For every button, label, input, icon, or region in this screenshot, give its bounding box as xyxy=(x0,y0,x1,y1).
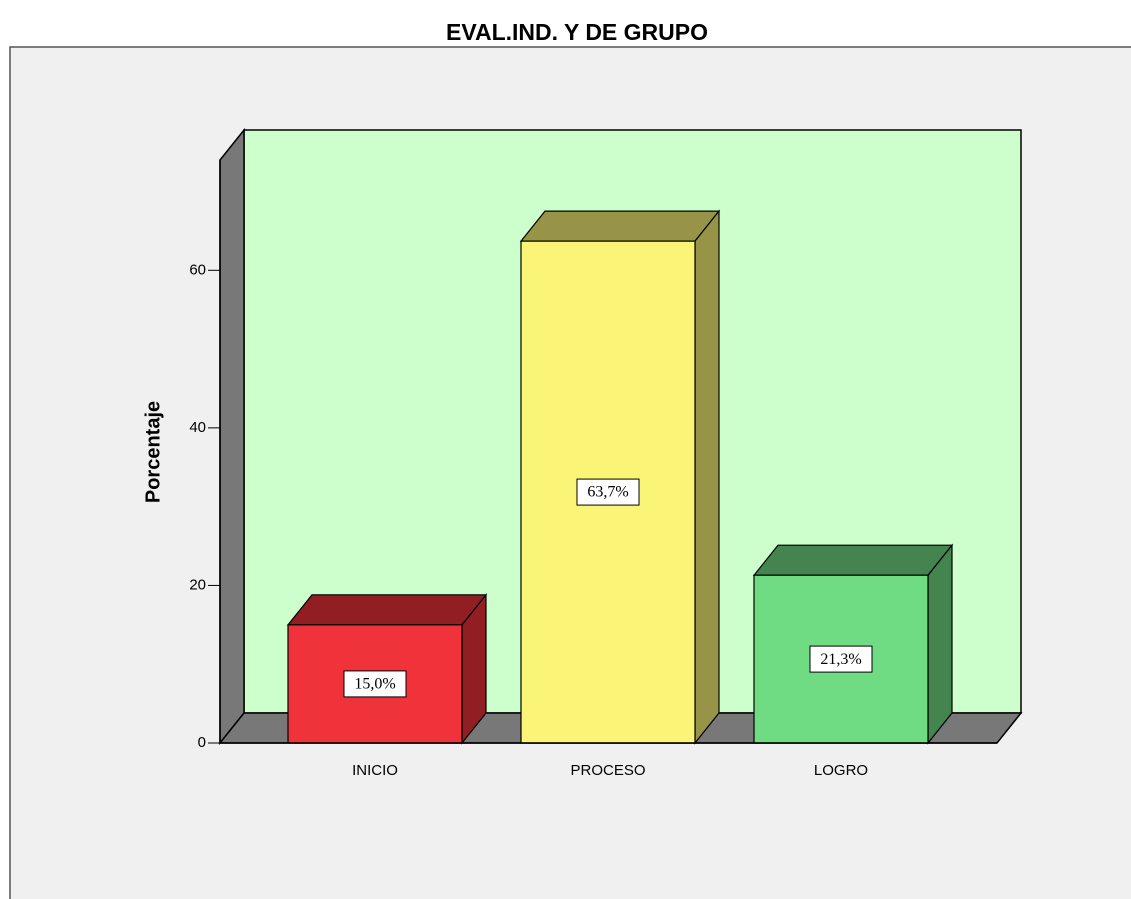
value-label-box xyxy=(343,670,407,698)
y-axis-label: Porcentaje xyxy=(142,401,164,503)
side-wall xyxy=(219,127,245,746)
value-label-box xyxy=(576,478,640,506)
value-label: 21,3% xyxy=(820,651,861,668)
x-tick-label: PROCESO xyxy=(570,762,645,779)
value-label: 63,7% xyxy=(587,484,628,501)
value-label: 15,0% xyxy=(354,676,395,693)
x-tick-label: LOGRO xyxy=(814,762,868,779)
bar-top xyxy=(519,210,721,242)
bar-top xyxy=(752,544,954,576)
value-label-box xyxy=(809,645,873,673)
frame-border xyxy=(9,46,1131,899)
bar-side xyxy=(927,543,953,745)
y-tick-label: 60 xyxy=(189,261,206,278)
bar-side xyxy=(694,209,720,745)
bar-top xyxy=(286,594,488,626)
y-tick-label: 40 xyxy=(189,419,206,436)
y-tick-label: 20 xyxy=(189,576,206,593)
y-tick-label: 0 xyxy=(198,734,206,751)
chart-title: EVAL.IND. Y DE GRUPO xyxy=(446,19,708,45)
x-tick-label: INICIO xyxy=(352,762,398,779)
